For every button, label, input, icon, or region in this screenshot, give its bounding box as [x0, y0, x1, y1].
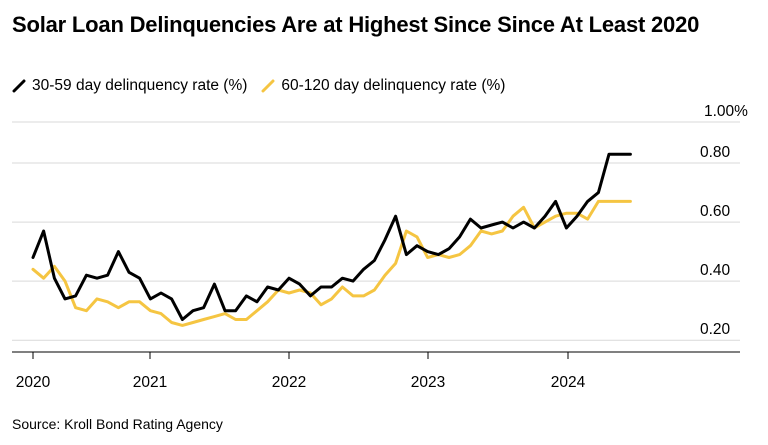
- x-tick-label: 2024: [551, 374, 586, 391]
- legend-item-30-59: 30-59 day delinquency rate (%): [12, 77, 247, 95]
- chart-title: Solar Loan Delinquencies Are at Highest …: [12, 12, 700, 37]
- legend-swatch-yellow-icon: [261, 79, 275, 93]
- y-axis-labels: 0.20 0.40 0.60 0.80 1.00%: [700, 103, 748, 338]
- series-line-30-59: [31, 152, 632, 321]
- y-tick-label: 0.60: [700, 203, 731, 220]
- legend-item-60-120: 60-120 day delinquency rate (%): [261, 77, 505, 95]
- legend-label-60-120: 60-120 day delinquency rate (%): [281, 77, 506, 94]
- legend-swatch-black-icon: [12, 79, 26, 93]
- y-tick-label: 0.20: [700, 321, 731, 338]
- series-line-60-120: [31, 199, 632, 327]
- source-note: Source: Kroll Bond Rating Agency: [12, 416, 223, 432]
- x-tick-label: 2020: [16, 374, 51, 391]
- x-axis: 2020 2021 2022 2023 2024: [12, 351, 740, 391]
- legend: 30-59 day delinquency rate (%) 60-120 da…: [12, 77, 519, 95]
- x-tick-label: 2021: [133, 374, 167, 391]
- y-tick-label: 0.40: [700, 262, 731, 279]
- x-tick-label: 2023: [411, 374, 445, 391]
- legend-label-30-59: 30-59 day delinquency rate (%): [32, 77, 248, 94]
- series-lines: [31, 152, 632, 327]
- x-tick-label: 2022: [272, 374, 306, 391]
- y-tick-label: 0.80: [700, 144, 731, 161]
- y-tick-label: 1.00%: [704, 103, 748, 120]
- grid-lines: [12, 121, 740, 341]
